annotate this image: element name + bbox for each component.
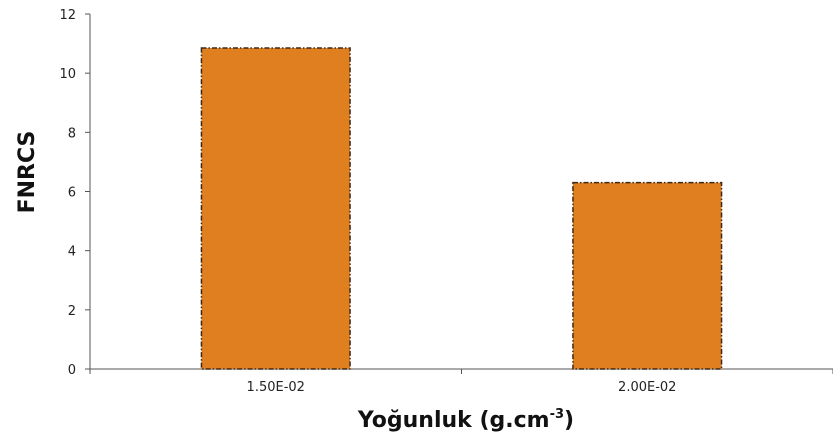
x-axis: 1.50E-02 2.00E-02 [89,368,833,395]
x-axis-title-superscript: -3 [550,407,564,422]
x-axis-title: Yoğunluk (g.cm-3) [357,407,574,433]
bar-1.50E-02 [200,47,351,370]
y-tick-label: 0 [68,363,76,378]
bar-2.00E-02 [572,181,723,370]
bars [200,47,723,370]
x-tick-label: 1.50E-02 [247,380,305,395]
y-tick-label: 10 [59,67,76,82]
y-ticks: 0 2 4 6 8 10 12 [59,8,90,378]
x-tick-label: 2.00E-02 [618,380,676,395]
y-tick-label: 6 [68,186,76,201]
y-tick-label: 4 [68,245,76,260]
y-tick-label: 12 [59,8,76,23]
y-tick-label: 2 [68,304,76,319]
y-axis-title: FNRCS [15,131,40,214]
x-axis-title-main: Yoğunluk (g.cm [357,408,550,433]
y-axis: 0 2 4 6 8 10 12 [59,8,91,378]
x-axis-title-close: ) [564,408,574,433]
y-tick-label: 8 [68,126,76,141]
x-ticks: 1.50E-02 2.00E-02 [89,369,833,395]
